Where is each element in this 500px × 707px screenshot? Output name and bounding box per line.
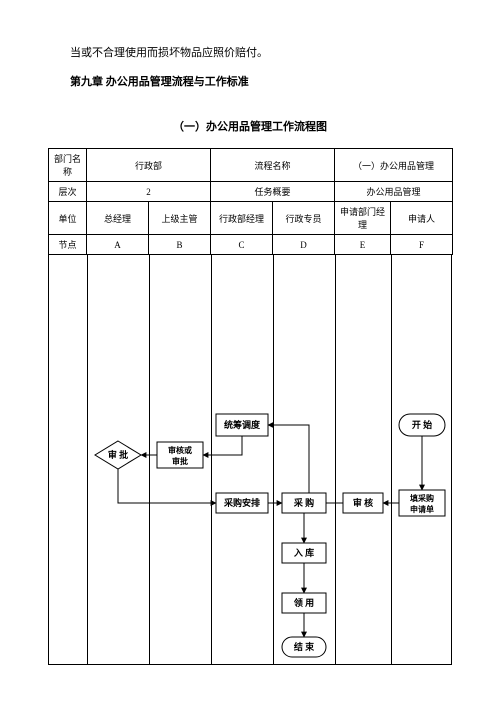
svg-text:入 库: 入 库 [293, 547, 314, 558]
svg-text:采购安排: 采购安排 [223, 497, 260, 508]
table-cell: A [87, 235, 149, 255]
header-table: 部门名称行政部流程名称（一）办公用品管理层次2任务概要办公用品管理单位总经理上级… [48, 148, 453, 255]
swimlane-divider [87, 255, 88, 664]
svg-text:审核或: 审核或 [168, 445, 192, 455]
table-cell: D [273, 235, 335, 255]
table-cell: 行政部经理 [211, 202, 273, 235]
table-cell: 申请人 [391, 202, 453, 235]
table-row: 部门名称行政部流程名称（一）办公用品管理 [49, 149, 453, 182]
svg-text:开 始: 开 始 [412, 419, 432, 430]
flow-node-arrange: 采购安排 [216, 493, 268, 513]
flow-node-review_b: 审核或审批 [157, 442, 203, 468]
svg-text:填采购: 填采购 [410, 493, 434, 503]
svg-text:审 批: 审 批 [108, 449, 128, 460]
flow-node-procure: 采 购 [282, 493, 326, 513]
table-row: 单位总经理上级主管行政部经理行政专员申请部门经理申请人 [49, 202, 453, 235]
swimlane-divider [391, 255, 392, 664]
table-cell: 单位 [49, 202, 87, 235]
flow-edge [203, 436, 242, 455]
table-cell: B [149, 235, 211, 255]
table-row: 节点ABCDEF [49, 235, 453, 255]
table-cell: 流程名称 [211, 149, 335, 182]
table-cell: 申请部门经理 [335, 202, 391, 235]
table-cell: 2 [87, 182, 211, 202]
table-row: 层次2任务概要办公用品管理 [49, 182, 453, 202]
table-cell: 总经理 [87, 202, 149, 235]
svg-text:审 核: 审 核 [353, 497, 373, 508]
flow-node-stock: 入 库 [282, 543, 326, 563]
table-cell: 部门名称 [49, 149, 87, 182]
flow-edge [118, 469, 216, 503]
svg-text:领 用: 领 用 [294, 597, 314, 608]
svg-text:统筹调度: 统筹调度 [224, 419, 261, 430]
table-cell: 层次 [49, 182, 87, 202]
svg-text:结 束: 结 束 [294, 641, 315, 652]
swimlane-divider [149, 255, 150, 664]
svg-text:申请单: 申请单 [410, 504, 434, 514]
swimlane-divider [211, 255, 212, 664]
flowchart-area: 开 始填采购申请单 审 核 统筹调度审核或审批 审 批采购安排 采 购入 库领 用结 束 [48, 255, 452, 665]
swimlane-divider [273, 255, 274, 664]
flow-node-approve_a: 审 批 [95, 441, 141, 469]
svg-text:审批: 审批 [172, 456, 188, 466]
table-cell: 行政专员 [273, 202, 335, 235]
table-cell: 办公用品管理 [335, 182, 453, 202]
table-cell: （一）办公用品管理 [335, 149, 453, 182]
table-cell: 上级主管 [149, 202, 211, 235]
flow-node-coord: 统筹调度 [216, 414, 268, 436]
flow-node-end: 结 束 [282, 637, 326, 657]
table-cell: C [211, 235, 273, 255]
swimlane-divider [335, 255, 336, 664]
flow-node-fill: 填采购申请单 [399, 490, 445, 516]
table-cell: 任务概要 [211, 182, 335, 202]
svg-text:采 购: 采 购 [293, 497, 314, 508]
flow-node-receive: 领 用 [282, 593, 326, 613]
table-cell: E [335, 235, 391, 255]
table-cell: 行政部 [87, 149, 211, 182]
flow-node-audit_e: 审 核 [343, 493, 383, 513]
page: { "colors": { "bg": "#ffffff", "text": "… [0, 0, 500, 707]
intro-paragraph: 当或不合理使用而损坏物品应照价赔付。 [48, 42, 452, 65]
chapter-title: 第九章 办公用品管理流程与工作标准 [48, 71, 452, 94]
flow-node-start: 开 始 [399, 414, 445, 436]
table-cell: 节点 [49, 235, 87, 255]
flow-subtitle: （一）办公用品管理工作流程图 [48, 118, 452, 134]
header-tbody: 部门名称行政部流程名称（一）办公用品管理层次2任务概要办公用品管理单位总经理上级… [49, 149, 453, 255]
table-cell: F [391, 235, 453, 255]
flow-edge [268, 425, 343, 503]
flowchart-svg: 开 始填采购申请单 审 核 统筹调度审核或审批 审 批采购安排 采 购入 库领 用结 束 [49, 255, 453, 665]
